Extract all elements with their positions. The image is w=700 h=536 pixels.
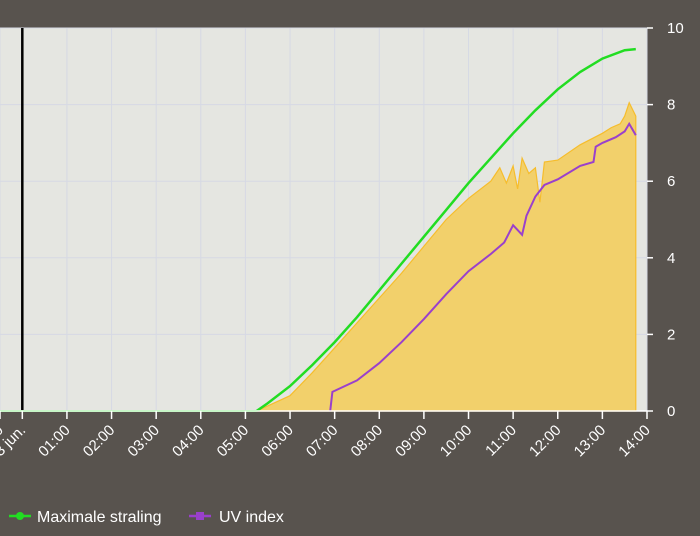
x-tick-label: 11:00 <box>482 422 520 460</box>
y-tick-label: 4 <box>667 250 675 267</box>
y-tick-label: 0 <box>667 403 675 420</box>
y-tick-label: 10 <box>667 20 684 37</box>
y-tick-label: 6 <box>667 173 675 190</box>
x-tick-label: 09:00 <box>392 422 431 461</box>
y-tick-label: 2 <box>667 326 675 343</box>
legend-square-marker-icon <box>196 512 204 520</box>
x-tick-label: 06:00 <box>258 422 297 461</box>
x-tick-label: 01:00 <box>35 422 74 461</box>
legend-item-maximale-straling[interactable]: Maximale straling <box>9 509 161 526</box>
x-tick-label: 07:00 <box>303 422 342 461</box>
x-tick-label: 03:00 <box>124 422 163 461</box>
x-tick-label: 13:00 <box>571 422 610 461</box>
x-tick-label: 05:00 <box>214 422 253 461</box>
x-tick-label: 08:00 <box>348 422 387 461</box>
x-tick-label: 10:00 <box>437 422 476 461</box>
x-tick-label: 04:00 <box>169 422 208 461</box>
x-tick-label: 23 jun. <box>0 422 29 466</box>
x-tick-label: 14:00 <box>615 422 654 461</box>
radiation-area <box>256 101 637 412</box>
series-line-uv-index <box>329 121 637 412</box>
x-tick-label: 12:00 <box>526 422 565 461</box>
y-axis-ticks: 0 2 4 6 8 10 <box>647 20 684 420</box>
legend-item-uv-index[interactable]: UV index <box>189 509 284 526</box>
y-tick-label: 8 <box>667 97 675 114</box>
legend-label-uv-index: UV index <box>219 509 284 526</box>
series-line-maximale-straling <box>255 47 636 413</box>
legend-circle-marker-icon <box>16 512 24 520</box>
legend-label-maximale-straling: Maximale straling <box>37 509 161 526</box>
x-tick-label: 02:00 <box>80 422 119 461</box>
legend: Maximale straling UV index <box>9 509 284 526</box>
